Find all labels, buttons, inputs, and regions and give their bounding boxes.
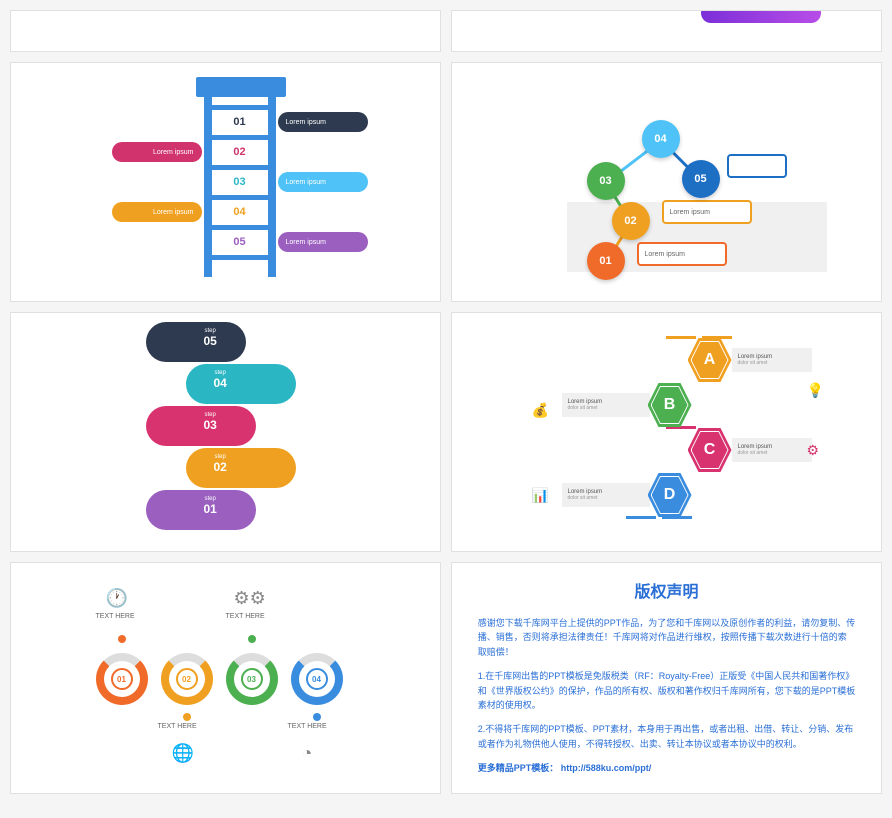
card-molecule: Lorem ipsum Lorem ipsum 010203 0405	[451, 62, 882, 302]
swirl-dot	[118, 635, 126, 643]
swirl-number: 04	[306, 668, 328, 690]
swirl-top-icon: 🕐	[106, 588, 128, 609]
step-pill-label: step05	[204, 328, 217, 348]
copyright-block: 版权声明 感谢您下载千库网平台上提供的PPT作品，为了您和千库网以及原创作者的利…	[478, 580, 856, 775]
ladder-rung	[212, 105, 268, 110]
copyright-para-2: 1.在千库网出售的PPT模板是免版税类（RF：Royalty-Free）正版受《…	[478, 669, 856, 712]
card-2	[451, 10, 882, 52]
copyright-para-1: 感谢您下载千库网平台上提供的PPT作品，为了您和千库网以及原创作者的利益，请勿复…	[478, 616, 856, 659]
hex-label-bar: Lorem ipsumdolor sit amet	[562, 393, 650, 417]
card-1	[10, 10, 441, 52]
copyright-link-url[interactable]: http://588ku.com/ppt/	[561, 763, 652, 773]
copyright-para-3: 2.不得将千库网的PPT模板、PPT素材，本身用于再出售，或者出租、出借、转让、…	[478, 722, 856, 751]
step-pill-label: step04	[214, 370, 227, 390]
card-copyright: 版权声明 感谢您下载千库网平台上提供的PPT作品，为了您和千库网以及原创作者的利…	[451, 562, 882, 794]
ladder-step-bar: Lorem ipsum	[278, 172, 368, 192]
step-pill	[146, 322, 246, 362]
swirl-label: TEXT HERE	[158, 723, 197, 730]
swirl-bottom-icon: ◔	[302, 743, 313, 764]
step-pill	[146, 490, 256, 530]
molecule-node: 01	[587, 242, 625, 280]
ladder-step-bar: Lorem ipsum	[112, 202, 202, 222]
ladder-rung	[212, 225, 268, 230]
ladder-step-bar: Lorem ipsum	[278, 112, 368, 132]
ladder-rung	[212, 255, 268, 260]
ladder-rung	[212, 195, 268, 200]
molecule-node: 02	[612, 202, 650, 240]
swirl-label: TEXT HERE	[288, 723, 327, 730]
ladder-top	[196, 77, 286, 97]
template-grid: 01Lorem ipsum02Lorem ipsum03Lorem ipsum0…	[0, 0, 892, 804]
step-pill-label: step01	[204, 496, 217, 516]
step-pill	[146, 406, 256, 446]
hex-stripe	[626, 516, 656, 519]
molecule-label: Lorem ipsum	[662, 200, 752, 224]
ladder-step-number: 01	[216, 113, 264, 131]
copyright-title: 版权声明	[478, 580, 856, 606]
ladder-rung	[212, 135, 268, 140]
swirl-top-icon: ⚙⚙	[234, 588, 266, 609]
swirl-number: 02	[176, 668, 198, 690]
ladder-step-bar: Lorem ipsum	[278, 232, 368, 252]
swirl-dot	[313, 713, 321, 721]
ladder-step-number: 02	[216, 143, 264, 161]
ladder-rail	[268, 97, 276, 277]
hex-side-icon: ⚙	[807, 442, 820, 459]
molecule-node: 03	[587, 162, 625, 200]
swirl-number: 01	[111, 668, 133, 690]
molecule-node: 04	[642, 120, 680, 158]
hex-label-bar: Lorem ipsumdolor sit amet	[732, 348, 812, 372]
swirl-label: TEXT HERE	[226, 613, 265, 620]
step-pill-label: step02	[214, 454, 227, 474]
hex-side-icon: 💡	[807, 382, 824, 399]
molecule-node: 05	[682, 160, 720, 198]
card-swirl: 🕐 ⚙⚙ TEXT HERE TEXT HERE TEXT HERE TEXT HERE 0…	[10, 562, 441, 794]
ladder-step-bar: Lorem ipsum	[112, 142, 202, 162]
ladder-step-number: 04	[216, 203, 264, 221]
swirl-bottom-icon: 🌐	[172, 743, 194, 764]
ladder-rail	[204, 97, 212, 277]
copyright-link-label: 更多精品PPT模板：	[478, 763, 559, 773]
hex-side-icon: 💰	[532, 402, 549, 419]
step-pill	[186, 448, 296, 488]
purple-shape	[701, 10, 821, 23]
ladder-rung	[212, 165, 268, 170]
card-hex: Lorem ipsumdolor sit ametALorem ipsumdol…	[451, 312, 882, 552]
swirl-number: 03	[241, 668, 263, 690]
molecule-label	[727, 154, 787, 178]
ladder-step-number: 03	[216, 173, 264, 191]
card-ladder: 01 Lorem ipsum 02 Lorem ipsum 03 Lorem ipsum 0…	[10, 62, 441, 302]
step-pill-label: step03	[204, 412, 217, 432]
hex-label-bar: Lorem ipsumdolor sit amet	[562, 483, 650, 507]
step-pill	[186, 364, 296, 404]
hex-stripe	[666, 336, 696, 339]
swirl-label: TEXT HERE	[96, 613, 135, 620]
hex-side-icon: 📊	[532, 487, 549, 504]
ladder-step-number: 05	[216, 233, 264, 251]
copyright-link[interactable]: 更多精品PPT模板： http://588ku.com/ppt/	[478, 761, 856, 775]
molecule-label: Lorem ipsum	[637, 242, 727, 266]
swirl-dot	[183, 713, 191, 721]
swirl-dot	[248, 635, 256, 643]
card-pills: step05 step04 step03 step02 step01	[10, 312, 441, 552]
hex-label-bar: Lorem ipsumdolor sit amet	[732, 438, 812, 462]
